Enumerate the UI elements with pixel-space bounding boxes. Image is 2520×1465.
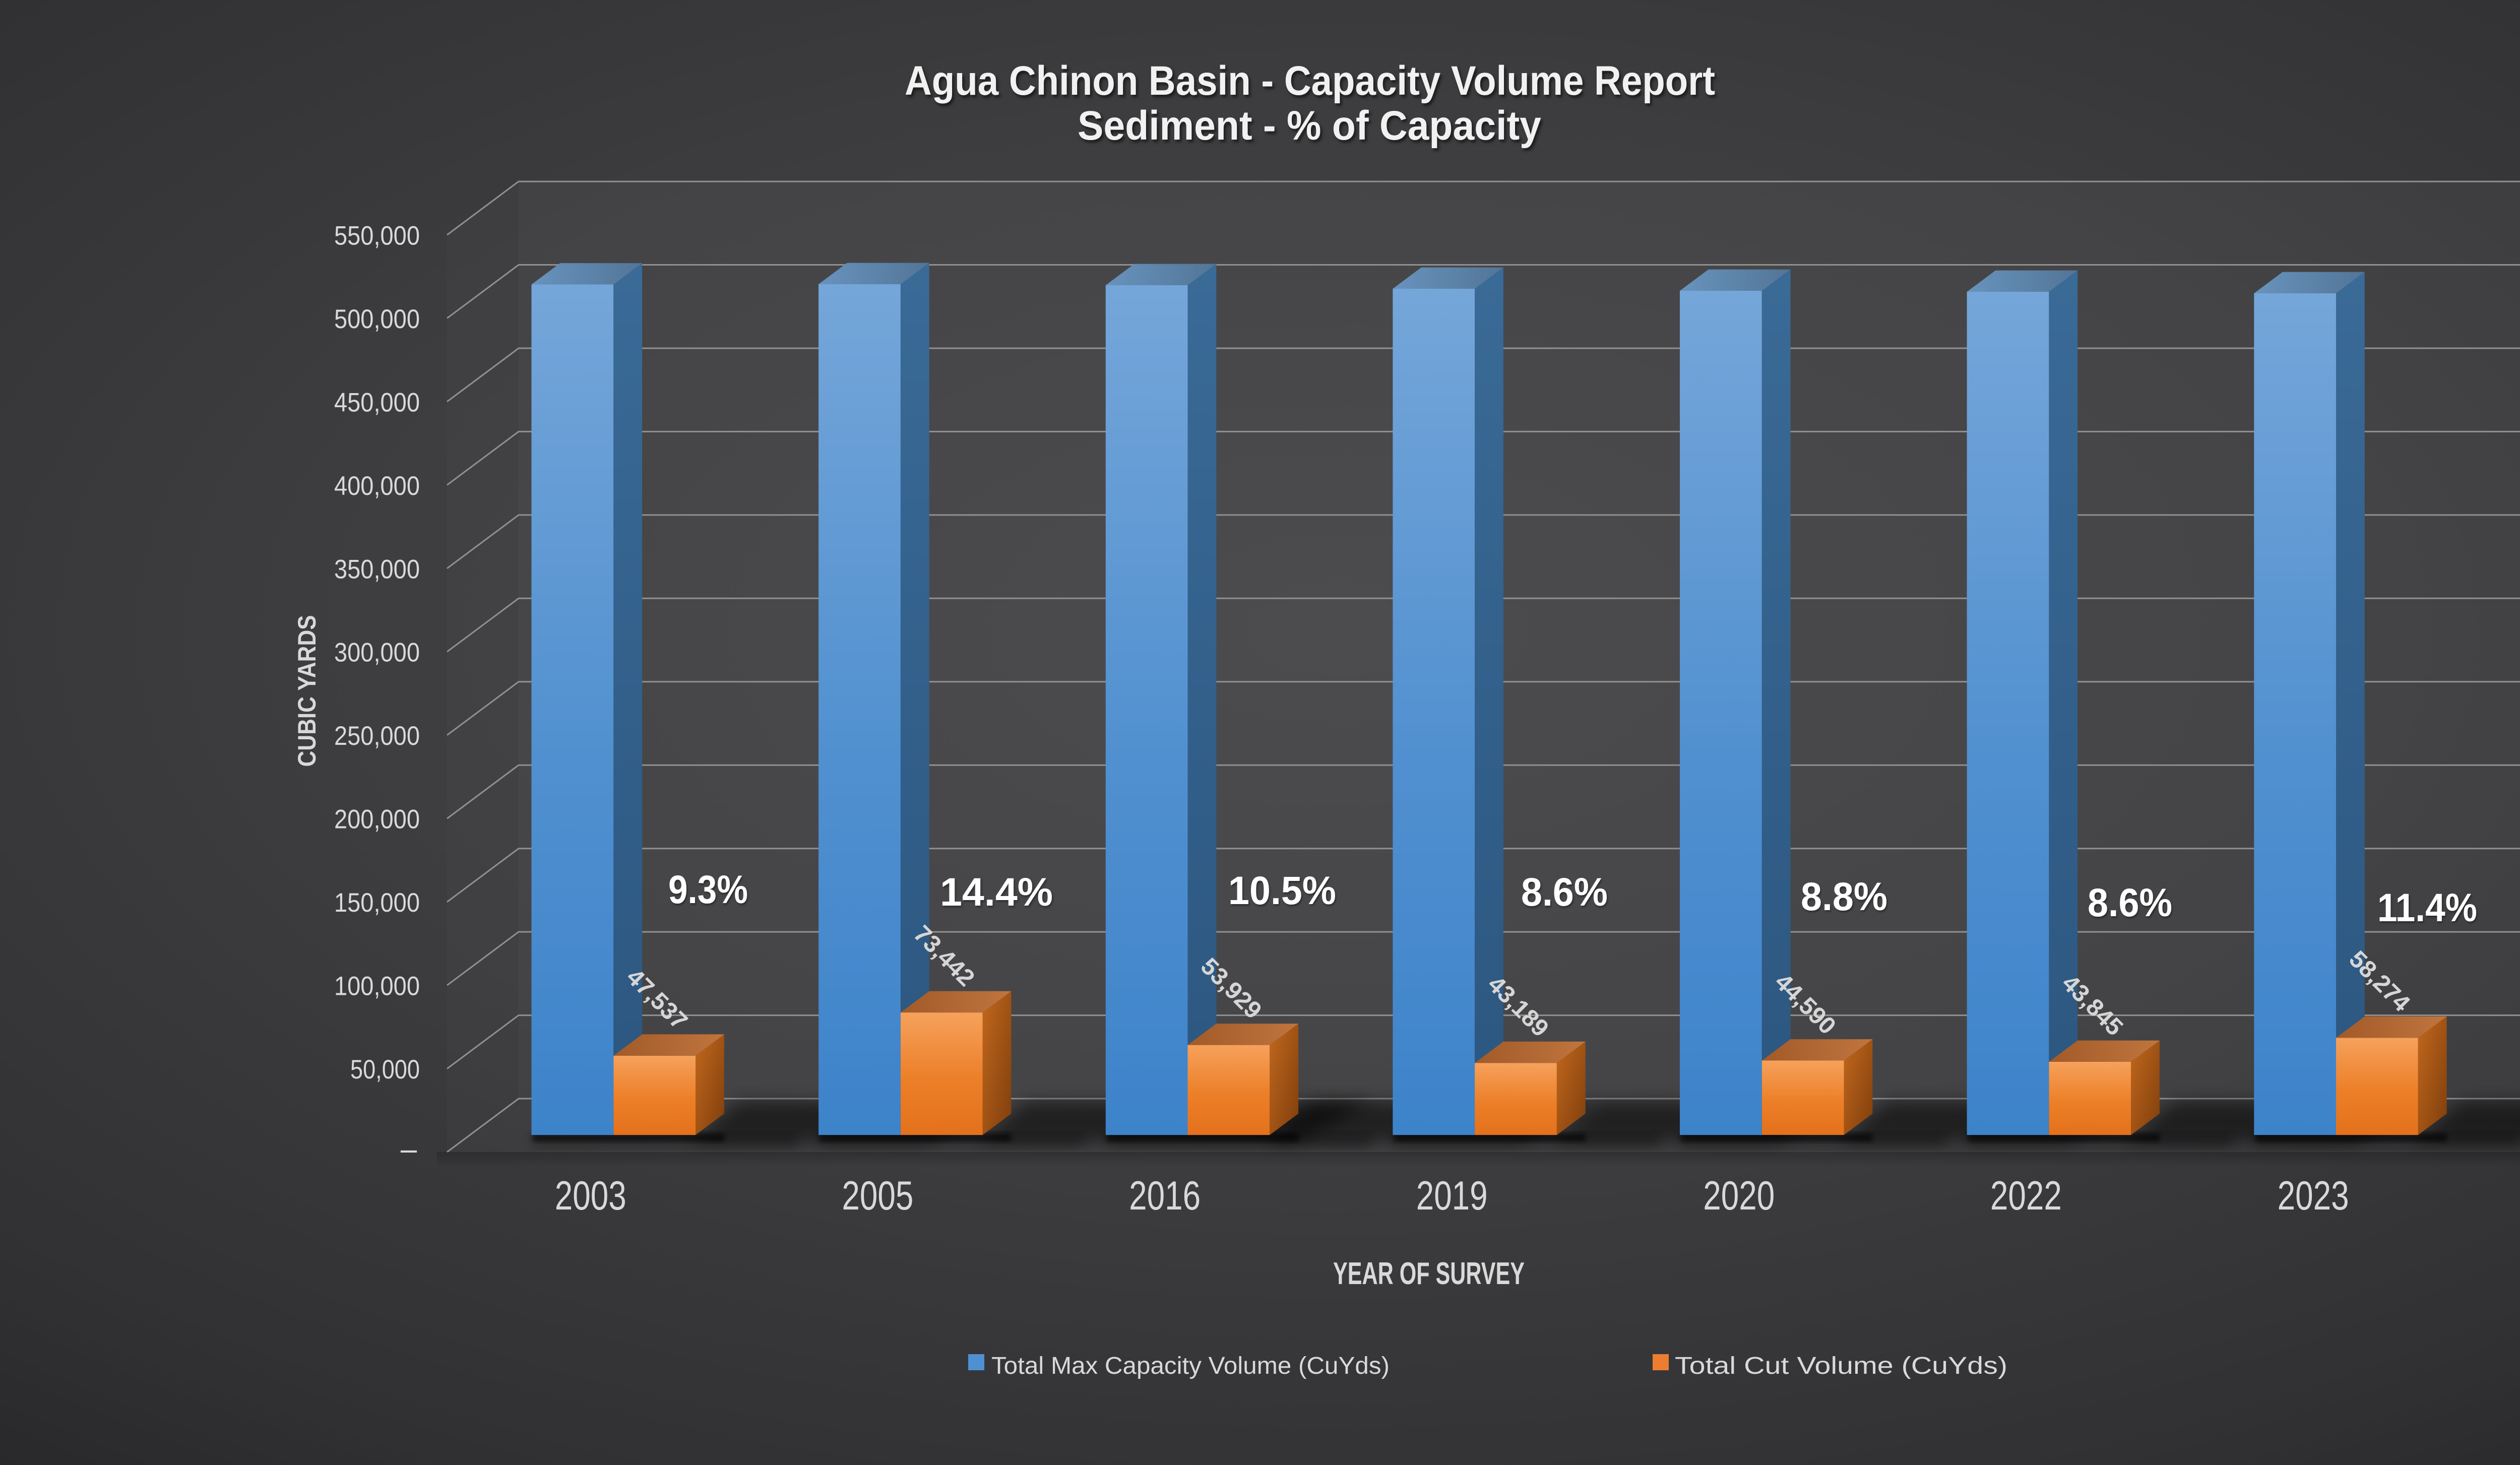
svg-text:550,000: 550,000: [334, 221, 420, 251]
svg-text:100,000: 100,000: [334, 972, 420, 1001]
svg-text:14.4%: 14.4%: [940, 869, 1053, 914]
svg-text:2003: 2003: [555, 1173, 626, 1219]
svg-text:250,000: 250,000: [334, 721, 420, 751]
svg-text:300,000: 300,000: [334, 638, 420, 668]
svg-text:2020: 2020: [1703, 1173, 1775, 1219]
svg-text:2016: 2016: [1129, 1173, 1201, 1219]
svg-text:450,000: 450,000: [334, 388, 420, 417]
svg-text:2023: 2023: [2278, 1173, 2349, 1219]
svg-text:Total Max Capacity Volume (CuY: Total Max Capacity Volume (CuYds): [991, 1353, 1390, 1379]
svg-text:8.6%: 8.6%: [2088, 880, 2172, 925]
svg-text:350,000: 350,000: [334, 554, 420, 584]
svg-text:CUBIC YARDS: CUBIC YARDS: [293, 615, 321, 767]
svg-text:2005: 2005: [842, 1173, 913, 1219]
svg-text:200,000: 200,000: [334, 805, 420, 835]
svg-text:8.8%: 8.8%: [1801, 874, 1887, 919]
svg-text:400,000: 400,000: [334, 471, 420, 501]
svg-text:Sediment - % of Capacity: Sediment - % of Capacity: [1078, 103, 1541, 149]
svg-text:500,000: 500,000: [334, 304, 420, 334]
svg-text:Agua Chinon Basin - Capacity V: Agua Chinon Basin - Capacity Volume Repo…: [905, 58, 1715, 104]
svg-text:-: -: [398, 1135, 420, 1165]
svg-text:10.5%: 10.5%: [1228, 868, 1336, 913]
svg-text:9.3%: 9.3%: [668, 867, 748, 912]
svg-text:11.4%: 11.4%: [2377, 885, 2477, 930]
svg-text:8.6%: 8.6%: [1521, 869, 1608, 914]
svg-text:150,000: 150,000: [334, 888, 420, 918]
svg-text:YEAR OF SURVEY: YEAR OF SURVEY: [1333, 1256, 1525, 1291]
svg-text:Total Cut Volume (CuYds): Total Cut Volume (CuYds): [1675, 1353, 2007, 1379]
svg-text:50,000: 50,000: [350, 1055, 420, 1085]
svg-text:2022: 2022: [1990, 1173, 2062, 1219]
svg-text:2019: 2019: [1416, 1173, 1488, 1219]
